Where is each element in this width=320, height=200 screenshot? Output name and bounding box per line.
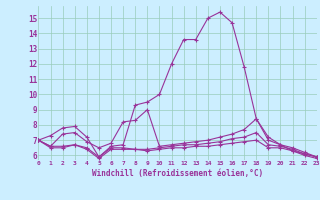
X-axis label: Windchill (Refroidissement éolien,°C): Windchill (Refroidissement éolien,°C) (92, 169, 263, 178)
